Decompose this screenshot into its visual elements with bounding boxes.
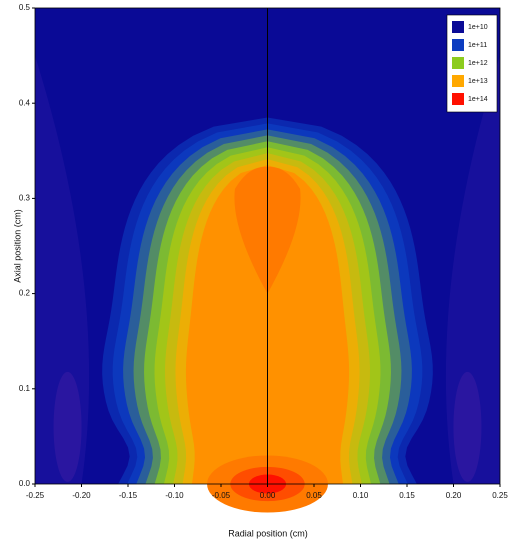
x-tick-label: -0.10 [165, 491, 184, 500]
legend-swatch [452, 75, 464, 87]
x-tick-label: 0.05 [306, 491, 322, 500]
legend-swatch [452, 93, 464, 105]
legend-label: 1e+10 [468, 24, 488, 31]
y-axis-label: Axial position (cm) [12, 209, 22, 283]
y-tick-label: 0.3 [19, 194, 31, 203]
x-tick-label: -0.05 [212, 491, 231, 500]
legend-label: 1e+11 [468, 42, 487, 49]
legend-swatch [452, 21, 464, 33]
legend-label: 1e+14 [468, 96, 488, 103]
contour-band [445, 55, 500, 484]
x-tick-label: 0.00 [260, 491, 276, 500]
y-tick-label: 0.5 [19, 3, 31, 12]
x-tick-label: -0.15 [119, 491, 138, 500]
y-tick-label: 0.1 [19, 384, 31, 393]
contour-band [35, 55, 90, 484]
legend-label: 1e+13 [468, 78, 488, 85]
x-tick-label: 0.25 [492, 491, 508, 500]
x-tick-label: 0.10 [353, 491, 369, 500]
legend-swatch [452, 57, 464, 69]
x-tick-label: -0.20 [72, 491, 91, 500]
y-tick-label: 0.2 [19, 289, 31, 298]
x-tick-label: -0.25 [26, 491, 45, 500]
legend-swatch [452, 39, 464, 51]
y-tick-label: 0.4 [19, 98, 31, 107]
legend-label: 1e+12 [468, 60, 488, 67]
x-tick-label: 0.15 [399, 491, 415, 500]
x-tick-label: 0.20 [446, 491, 462, 500]
y-tick-label: 0.0 [19, 479, 31, 488]
x-axis-label: Radial position (cm) [228, 528, 308, 538]
